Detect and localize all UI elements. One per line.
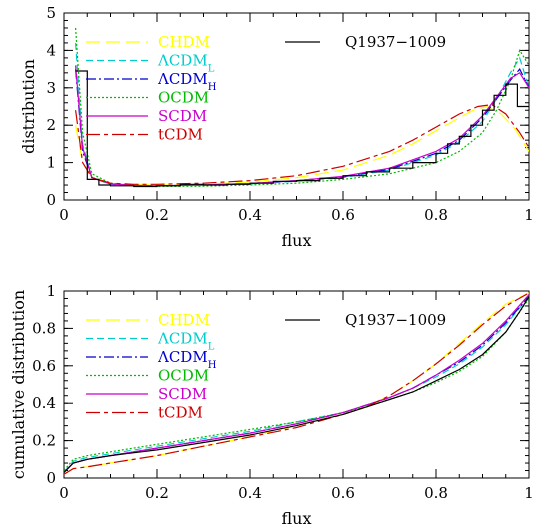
panel1-legend-label-chdm: CHDM — [158, 33, 210, 51]
panel1-series-line--cdm-l — [75, 42, 529, 187]
panel2-y-axis-label: cumulative distribution — [9, 290, 28, 479]
panel1-series-line-chdm — [75, 105, 529, 186]
panel2-legend-label-scdm: SCDM — [158, 385, 207, 403]
panel1-axis-frame — [63, 12, 530, 201]
panel2-legend-label-chdm: CHDM — [158, 311, 210, 329]
panel1-legend-label-scdm: SCDM — [158, 107, 207, 125]
panel2-legend-label--cdm-h: ΛCDMH — [157, 348, 217, 371]
panel1-series-line--cdm-h — [75, 68, 529, 187]
panel2-observed-line — [64, 296, 529, 473]
panel1-y-tick-label: 1 — [46, 154, 56, 172]
panel1-legend-label-observed: Q1937−1009 — [345, 33, 446, 51]
panel2-legend-label-tcdm: tCDM — [158, 404, 203, 422]
panel1-x-tick-label: 0 — [59, 206, 69, 224]
panel1-series-line-tcdm — [75, 103, 529, 185]
panel2-series-line--cdm-l — [64, 296, 529, 473]
panel2-x-axis-label: flux — [282, 509, 312, 528]
panel2-x-tick-label: 0.2 — [145, 484, 169, 502]
panel2-x-tick-label: 0.8 — [424, 484, 448, 502]
panel1-legend-label-ocdm: OCDM — [158, 89, 209, 107]
panel1-x-tick-label: 0.2 — [145, 206, 169, 224]
panel1-y-axis-label: distribution — [19, 59, 38, 154]
panel1-y-tick-label: 3 — [46, 79, 56, 97]
panel1-x-tick-label: 0.4 — [238, 206, 262, 224]
panel1-series-line-ocdm — [75, 27, 529, 188]
panel2-legend-label-observed: Q1937−1009 — [345, 311, 446, 329]
panel2-x-tick-label: 0.4 — [238, 484, 262, 502]
panel2-x-tick-label: 1 — [524, 484, 534, 502]
panel1-x-tick-label: 0.6 — [331, 206, 355, 224]
panel1-x-tick-label: 0.8 — [424, 206, 448, 224]
panel2-y-tick-label: 0.8 — [32, 319, 56, 337]
panel1-y-tick-label: 2 — [46, 116, 56, 134]
panel1-y-tick-label: 0 — [46, 191, 56, 209]
panel2-series-line-scdm — [64, 294, 529, 473]
panel2-series-line-ocdm — [64, 298, 529, 471]
panel2-y-tick-label: 1 — [46, 282, 56, 300]
panel2-legend-label-ocdm: OCDM — [158, 367, 209, 385]
panel2-axis-frame — [63, 290, 530, 479]
panel1-y-tick-label: 5 — [46, 4, 56, 22]
panel1-x-axis-label: flux — [282, 231, 312, 250]
panel1-x-tick-label: 1 — [524, 206, 534, 224]
panel1-y-tick-label: 4 — [46, 41, 56, 59]
panel1-legend-label-tcdm: tCDM — [158, 126, 203, 144]
panel2-series-line--cdm-h — [64, 296, 529, 473]
panel2-y-tick-label: 0 — [46, 469, 56, 487]
panel1-legend-label--cdm-l: ΛCDML — [157, 52, 215, 75]
panel2-y-tick-label: 0.2 — [32, 432, 56, 450]
panel1-series-line-scdm — [75, 65, 529, 187]
panel1-legend-label--cdm-h: ΛCDMH — [157, 70, 217, 93]
panel2-y-tick-label: 0.6 — [32, 357, 56, 375]
panel2-x-tick-label: 0 — [59, 484, 69, 502]
panel2-y-tick-label: 0.4 — [32, 394, 56, 412]
panel1-observed-line — [75, 70, 529, 188]
panel2-x-tick-label: 0.6 — [331, 484, 355, 502]
panel2-legend-label--cdm-l: ΛCDML — [157, 330, 215, 353]
